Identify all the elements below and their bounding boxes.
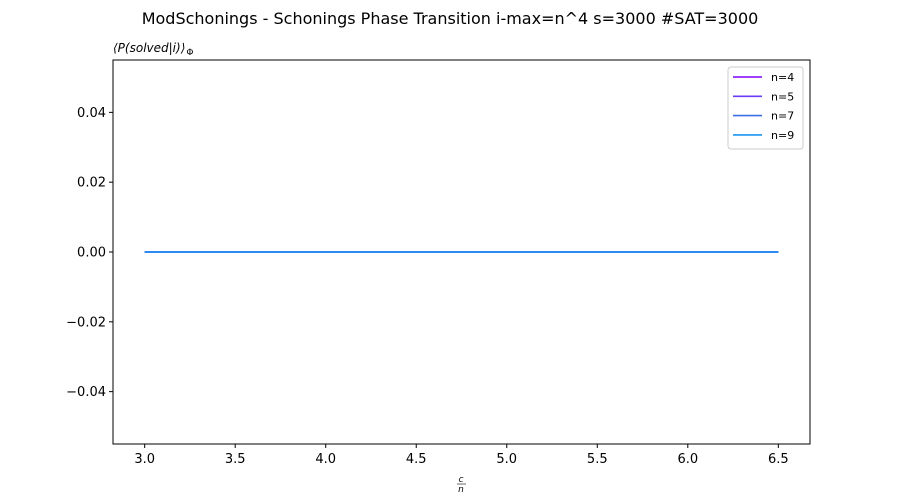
y-axis-label-subscript: Φ (186, 48, 193, 58)
x-axis-label-denominator: n (458, 485, 464, 495)
legend-label: n=7 (771, 110, 794, 123)
x-tick-label: 6.0 (677, 452, 698, 467)
y-axis-label-text: ⟨P(solved|i)⟩ (113, 41, 185, 55)
y-tick-label: 0.02 (77, 176, 106, 191)
x-tick-label: 4.0 (315, 452, 336, 467)
chart-title: ModSchonings - Schonings Phase Transitio… (142, 9, 759, 28)
y-tick-label: 0.00 (77, 246, 106, 261)
y-tick-label: −0.04 (66, 385, 106, 400)
x-tick-label: 3.5 (225, 452, 246, 467)
legend-label: n=5 (771, 90, 794, 103)
legend-label: n=4 (771, 71, 794, 84)
x-tick-label: 4.5 (406, 452, 427, 467)
x-axis-label-numerator: c (459, 475, 464, 485)
y-tick-label: 0.04 (77, 106, 106, 121)
legend-label: n=9 (771, 129, 794, 142)
x-tick-label: 3.0 (134, 452, 155, 467)
legend-box (727, 66, 804, 150)
plot-area-frame (112, 59, 811, 445)
legend: n=4 n=5 n=7 n=9 (727, 66, 804, 150)
x-tick-label: 5.0 (496, 452, 517, 467)
x-axis-label: c n (457, 475, 466, 495)
y-axis-label: ⟨P(solved|i)⟩ Φ (113, 41, 193, 58)
x-tick-label: 6.5 (768, 452, 789, 467)
x-axis-ticks: 3.0 3.5 4.0 4.5 5.0 5.5 6.0 6.5 (134, 444, 789, 467)
y-tick-label: −0.02 (66, 315, 106, 330)
y-axis-ticks: 0.04 0.02 0.00 −0.02 −0.04 (66, 106, 113, 400)
x-tick-label: 5.5 (587, 452, 608, 467)
